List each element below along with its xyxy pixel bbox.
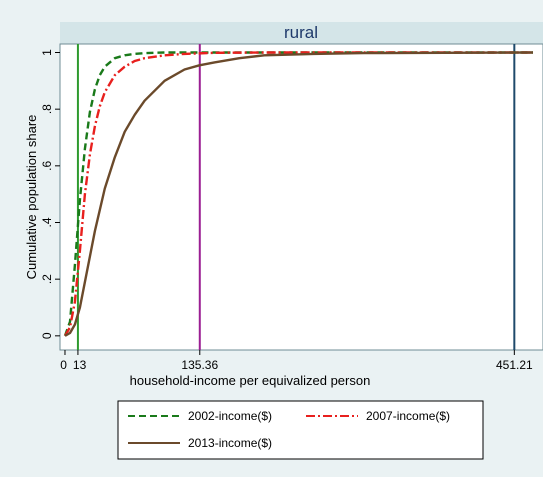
series-line-2	[64, 51, 534, 337]
x-tick-label-1: 13	[73, 358, 87, 372]
panel-title: rural	[284, 23, 318, 42]
axes: 0 .2 .4 .6 .8 1 0 13 135.36 451.21	[40, 49, 533, 372]
x-axis-title: household-income per equivalized person	[130, 373, 371, 388]
title-bar	[60, 22, 543, 44]
legend-label-0: 2002-income($)	[188, 409, 272, 423]
plot-area	[59, 43, 543, 351]
legend-label-2: 2013-income($)	[188, 436, 272, 450]
series-lines	[63, 51, 534, 337]
y-tick-label-4: .8	[40, 104, 54, 114]
y-tick-label-2: .4	[40, 217, 54, 227]
y-axis-title: Cumulative population share	[24, 115, 39, 280]
series-line-1	[63, 51, 533, 337]
y-tick-label-0: 0	[40, 332, 54, 339]
series-line-0	[63, 51, 533, 337]
y-tick-label-5: 1	[40, 49, 54, 56]
legend: 2002-income($) 2007-income($) 2013-income(…	[117, 400, 484, 460]
legend-box	[117, 400, 484, 460]
vertical-reference-lines	[76, 44, 516, 350]
x-tick-label-3: 451.21	[496, 358, 533, 372]
x-tick-label-0: 0	[60, 358, 67, 372]
y-tick-label-3: .6	[40, 161, 54, 171]
x-tick-label-2: 135.36	[181, 358, 218, 372]
y-tick-label-1: .2	[40, 274, 54, 284]
legend-label-1: 2007-income($)	[366, 409, 450, 423]
